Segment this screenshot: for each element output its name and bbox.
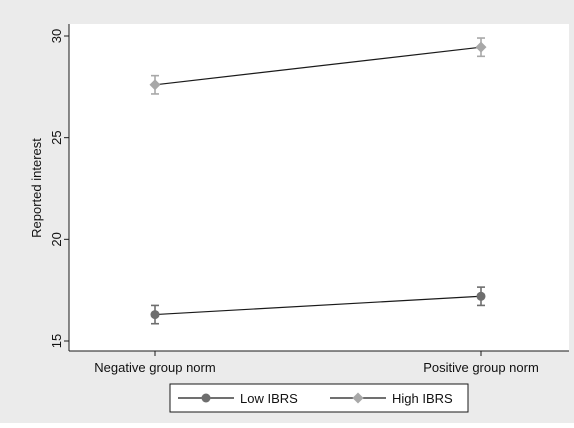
data-point	[475, 41, 487, 53]
x-tick-label: Negative group norm	[94, 360, 215, 375]
series-layer	[149, 37, 487, 325]
plot-area	[69, 24, 569, 351]
legend-label: High IBRS	[392, 391, 453, 406]
legend-label: Low IBRS	[240, 391, 298, 406]
y-tick-label: 15	[49, 334, 64, 348]
legend-marker	[352, 392, 364, 404]
data-point	[150, 310, 160, 320]
x-tick-label: Positive group norm	[423, 360, 539, 375]
y-tick-label: 30	[49, 29, 64, 43]
y-tick-label: 20	[49, 232, 64, 246]
series-line	[154, 295, 482, 316]
y-axis-title: Reported interest	[29, 138, 44, 238]
legend: Low IBRS High IBRS	[169, 383, 469, 413]
data-point	[149, 79, 161, 91]
series-line	[154, 46, 482, 86]
y-tick-label: 25	[49, 130, 64, 144]
series-1	[149, 37, 487, 95]
series-0	[150, 286, 486, 325]
axes: 15 20 25 30 Negative group norm Positive grou…	[49, 24, 569, 375]
data-point	[476, 291, 486, 301]
legend-marker	[201, 393, 211, 403]
